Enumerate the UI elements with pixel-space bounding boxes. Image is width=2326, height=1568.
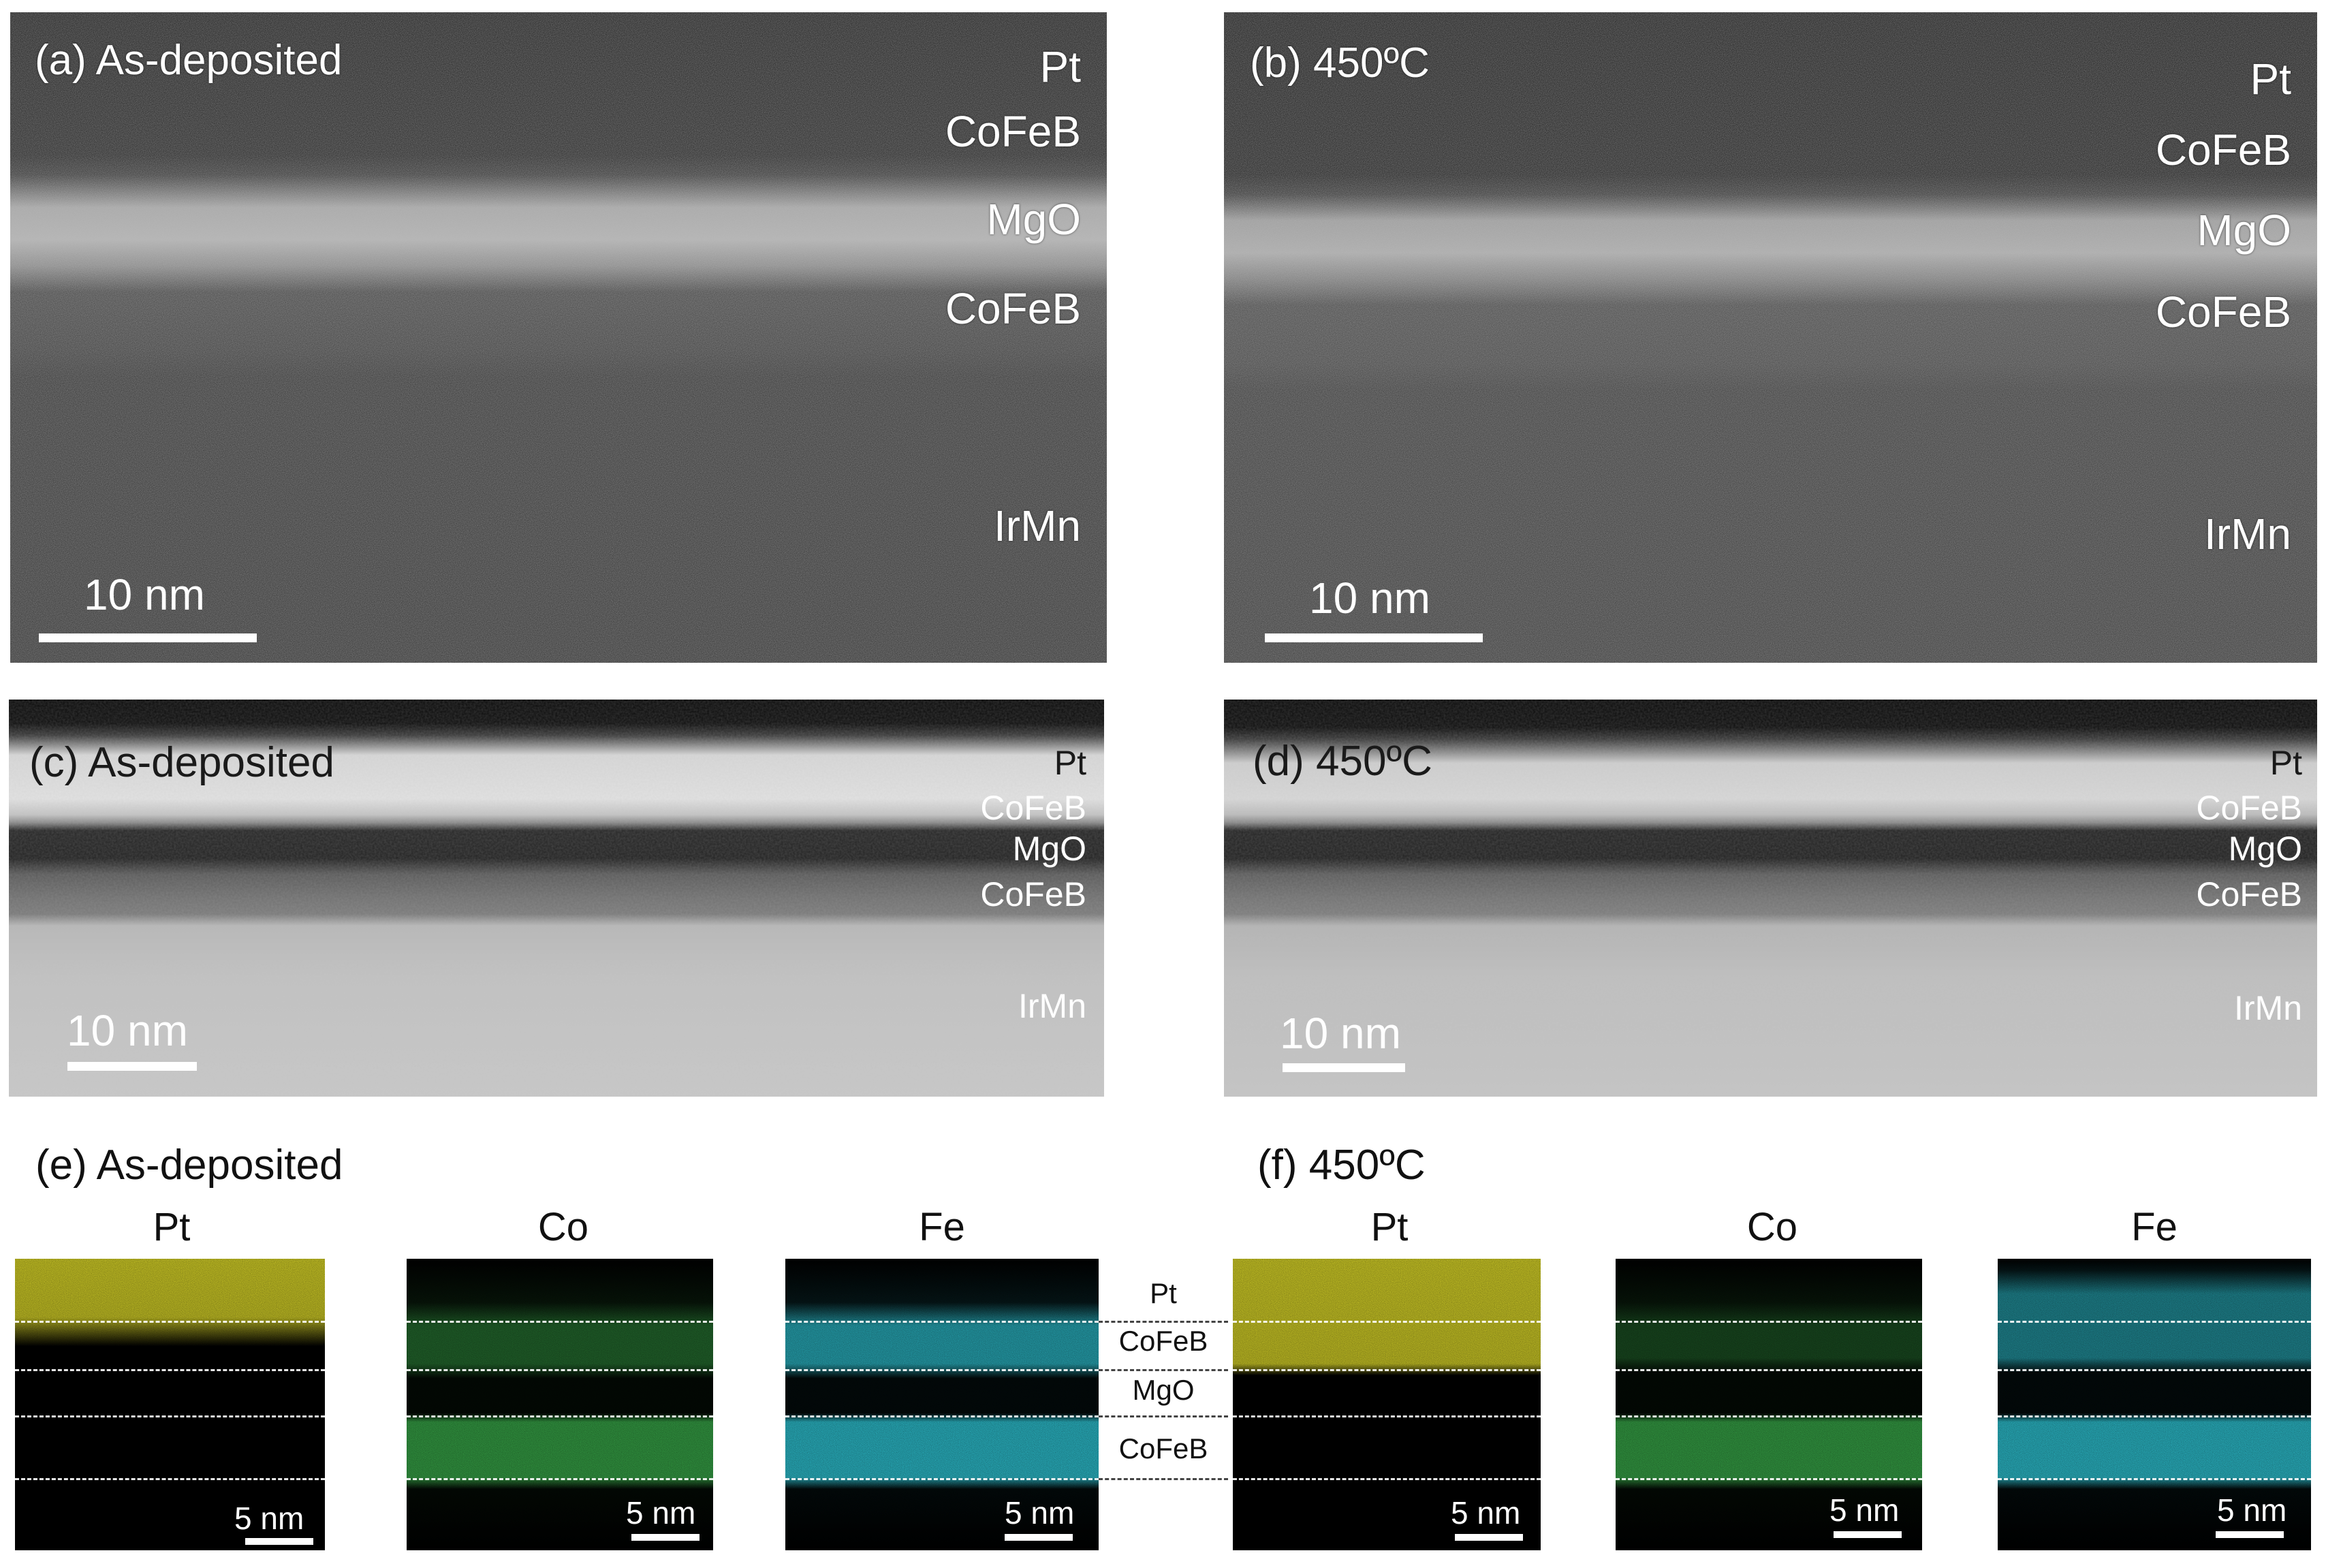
- map-texture: [407, 1259, 713, 1550]
- stem-image-450c: (d) 450ºC Pt CoFeB MgO CoFeB IrMn 10 nm: [1224, 700, 2317, 1097]
- map-texture: [1998, 1259, 2311, 1550]
- layer-label-irmn: IrMn: [1018, 987, 1086, 1025]
- map-texture: [1233, 1259, 1541, 1550]
- scale-bar-label: 5 nm: [1829, 1492, 1900, 1528]
- scale-bar: [39, 633, 257, 642]
- layer-label-mgo: MgO: [2228, 830, 2302, 868]
- layer-label-irmn: IrMn: [2234, 989, 2302, 1027]
- layer-label-pt: Pt: [1039, 42, 1081, 91]
- scale-bar: [1455, 1534, 1523, 1541]
- layer-label-cofeb-top: CoFeB: [980, 789, 1086, 827]
- map-title-fe-e: Fe: [919, 1205, 965, 1249]
- layer-label-pt: Pt: [1054, 744, 1086, 782]
- scale-bar: [1265, 633, 1483, 642]
- map-title-pt-f: Pt: [1370, 1205, 1409, 1249]
- layer-label-mgo: MgO: [1012, 830, 1086, 868]
- scale-bar: [1005, 1534, 1073, 1541]
- layer-label-cofeb-top: CoFeB: [945, 107, 1081, 156]
- panel-caption-f: (f) 450ºC: [1257, 1142, 1426, 1189]
- panel-caption-e: (e) As-deposited: [35, 1142, 343, 1189]
- layer-label-pt: Pt: [2250, 54, 2291, 104]
- eds-map-fe-450c: 5 nm: [1998, 1259, 2311, 1550]
- scale-bar-label: 10 nm: [67, 1006, 188, 1055]
- scale-bar: [2216, 1531, 2284, 1538]
- panel-caption: (c) As-deposited: [29, 739, 334, 786]
- eds-map-co-450c: 5 nm: [1616, 1259, 1922, 1550]
- image-texture: [1224, 700, 2317, 1097]
- image-texture: [10, 12, 1107, 663]
- layer-legend: Pt CoFeB MgO CoFeB: [1099, 1259, 1228, 1550]
- scale-bar-label: 5 nm: [1005, 1495, 1075, 1531]
- layer-label-mgo: MgO: [2197, 206, 2291, 255]
- layer-label-cofeb-bottom: CoFeB: [2155, 287, 2291, 336]
- scale-bar-label: 10 nm: [1309, 574, 1430, 623]
- layer-label-cofeb-bottom: CoFeB: [980, 875, 1086, 913]
- scale-bar-label: 5 nm: [234, 1501, 304, 1536]
- panel-caption: (a) As-deposited: [35, 37, 343, 84]
- scale-bar-label: 5 nm: [626, 1495, 696, 1531]
- legend-label-cofeb-top: CoFeB: [1118, 1325, 1208, 1357]
- legend-label-pt: Pt: [1150, 1277, 1177, 1309]
- image-texture: [1224, 12, 2317, 663]
- map-title-co-f: Co: [1746, 1205, 1798, 1249]
- map-texture: [15, 1259, 325, 1550]
- tem-image-450c: (b) 450ºC Pt CoFeB MgO CoFeB IrMn 10 nm: [1224, 12, 2317, 663]
- map-title-fe-f: Fe: [2131, 1205, 2178, 1249]
- map-texture: [785, 1259, 1099, 1550]
- scale-bar-label: 10 nm: [84, 570, 205, 619]
- layer-label-irmn: IrMn: [994, 501, 1081, 550]
- scale-bar-label: 5 nm: [2217, 1492, 2287, 1528]
- layer-label-cofeb-bottom: CoFeB: [2196, 875, 2302, 913]
- image-texture: [9, 700, 1104, 1097]
- scale-bar: [245, 1538, 313, 1545]
- scale-bar: [631, 1534, 700, 1541]
- eds-map-pt-450c: 5 nm: [1233, 1259, 1541, 1550]
- scale-bar: [1283, 1063, 1405, 1072]
- eds-map-co-as-deposited: 5 nm: [407, 1259, 713, 1550]
- scale-bar-label: 5 nm: [1451, 1495, 1521, 1531]
- legend-label-cofeb-bottom: CoFeB: [1118, 1432, 1208, 1464]
- scale-bar: [67, 1062, 197, 1071]
- layer-label-cofeb-top: CoFeB: [2196, 789, 2302, 827]
- eds-map-fe-as-deposited: 5 nm: [785, 1259, 1099, 1550]
- map-title-co-e: Co: [537, 1205, 589, 1249]
- scale-bar-label: 10 nm: [1280, 1009, 1401, 1058]
- map-texture: [1616, 1259, 1922, 1550]
- map-title-pt-e: Pt: [153, 1205, 191, 1249]
- stem-image-as-deposited: (c) As-deposited Pt CoFeB MgO CoFeB IrMn…: [9, 700, 1104, 1097]
- layer-label-cofeb-bottom: CoFeB: [945, 284, 1081, 333]
- legend-label-mgo: MgO: [1132, 1374, 1195, 1406]
- scale-bar: [1834, 1531, 1902, 1538]
- layer-label-cofeb-top: CoFeB: [2155, 125, 2291, 174]
- layer-label-mgo: MgO: [986, 195, 1081, 244]
- tem-image-as-deposited: (a) As-deposited Pt CoFeB MgO CoFeB IrMn…: [10, 12, 1107, 663]
- panel-caption: (b) 450ºC: [1250, 40, 1430, 87]
- eds-map-pt-as-deposited: 5 nm: [15, 1259, 325, 1550]
- panel-caption: (d) 450ºC: [1253, 738, 1432, 785]
- layer-label-pt: Pt: [2269, 744, 2302, 782]
- layer-label-irmn: IrMn: [2204, 509, 2291, 559]
